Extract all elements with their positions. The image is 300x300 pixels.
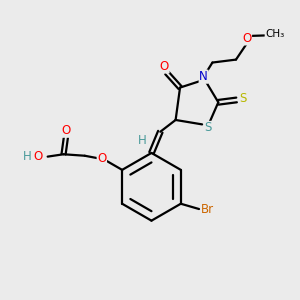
Text: CH₃: CH₃ (265, 29, 284, 39)
Text: O: O (242, 32, 251, 45)
Text: O: O (33, 150, 43, 163)
Text: O: O (61, 124, 70, 137)
Text: Br: Br (201, 202, 214, 215)
Text: S: S (239, 92, 247, 105)
Text: S: S (204, 122, 212, 134)
Text: H: H (138, 134, 147, 147)
Text: N: N (199, 70, 208, 83)
Text: O: O (97, 152, 106, 166)
Text: H: H (23, 150, 32, 163)
Text: O: O (160, 60, 169, 73)
